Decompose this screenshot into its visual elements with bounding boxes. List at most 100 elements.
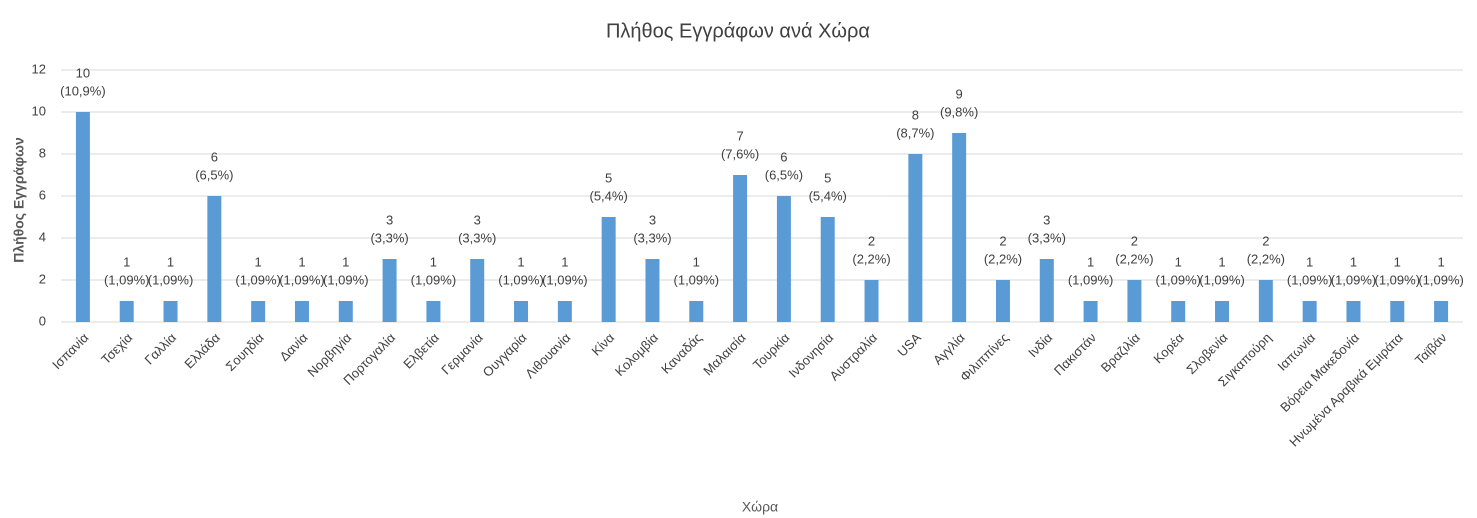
bar xyxy=(251,301,266,322)
bar xyxy=(470,259,485,322)
data-label-percent: (3,3%) xyxy=(458,230,496,245)
x-tick-label: Βόρεια Μακεδονία xyxy=(1277,330,1362,415)
x-tick-label: Ισπανία xyxy=(49,330,92,373)
x-tick-label: Ιαπωνία xyxy=(1274,330,1318,374)
x-tick-label: Καναδάς xyxy=(658,330,705,377)
data-label: 1 xyxy=(1218,254,1225,269)
data-label: 1 xyxy=(1437,254,1444,269)
data-label: 9 xyxy=(956,86,963,101)
data-label: 1 xyxy=(342,254,349,269)
data-label-percent: (1,09%) xyxy=(1068,272,1114,287)
bar xyxy=(1390,301,1405,322)
data-label: 1 xyxy=(167,254,174,269)
bar xyxy=(557,301,572,322)
bar xyxy=(207,196,222,322)
bar xyxy=(1434,301,1449,322)
data-label-percent: (1,09%) xyxy=(235,272,281,287)
bar xyxy=(952,133,967,322)
bar xyxy=(689,301,704,322)
data-label-percent: (3,3%) xyxy=(1028,230,1066,245)
y-tick-label: 6 xyxy=(39,187,46,202)
data-label: 3 xyxy=(1043,212,1050,227)
bar xyxy=(601,217,616,322)
y-tick-label: 10 xyxy=(32,103,46,118)
data-label: 10 xyxy=(76,65,90,80)
data-label: 1 xyxy=(430,254,437,269)
x-tick-label: Κίνα xyxy=(589,330,618,359)
bar xyxy=(426,301,441,322)
x-tick-label: Κολομβία xyxy=(612,330,661,379)
data-label-percent: (1,09%) xyxy=(323,272,369,287)
data-label-percent: (6,5%) xyxy=(195,167,233,182)
data-label-percent: (2,2%) xyxy=(852,251,890,266)
x-tick-label: Γερμανία xyxy=(438,330,486,378)
bar xyxy=(733,175,748,322)
data-label: 2 xyxy=(1131,233,1138,248)
x-tick-label: Ελβετία xyxy=(400,330,442,372)
y-tick-label: 4 xyxy=(39,229,46,244)
chart-title: Πλήθος Εγγράφων ανά Χώρα xyxy=(606,20,870,42)
data-label: 1 xyxy=(1087,254,1094,269)
data-label: 1 xyxy=(255,254,262,269)
data-label: 3 xyxy=(386,212,393,227)
bar xyxy=(75,112,90,322)
bar xyxy=(908,154,923,322)
data-label-percent: (8,7%) xyxy=(896,125,934,140)
data-label-percent: (2,2%) xyxy=(1247,251,1285,266)
x-tick-label: Κορέα xyxy=(1150,330,1187,367)
y-tick-label: 2 xyxy=(39,271,46,286)
bar xyxy=(382,259,397,322)
data-label-percent: (1,09%) xyxy=(542,272,588,287)
data-label-percent: (2,2%) xyxy=(984,251,1022,266)
data-label: 3 xyxy=(649,212,656,227)
x-tick-label: Ταϊβάν xyxy=(1412,330,1450,368)
data-label-percent: (5,4%) xyxy=(590,188,628,203)
x-tick-label: Μαλαισία xyxy=(700,330,749,379)
data-label-percent: (5,4%) xyxy=(809,188,847,203)
bar xyxy=(1346,301,1361,322)
bar xyxy=(338,301,353,322)
data-label: 6 xyxy=(780,149,787,164)
data-label-percent: (7,6%) xyxy=(721,146,759,161)
bar xyxy=(163,301,178,322)
x-tick-label: Βραζιλία xyxy=(1098,330,1144,376)
bar xyxy=(1127,280,1142,322)
data-label: 1 xyxy=(1350,254,1357,269)
data-label: 1 xyxy=(693,254,700,269)
y-tick-label: 8 xyxy=(39,145,46,160)
bar xyxy=(1039,259,1054,322)
x-tick-label: Τσεχία xyxy=(98,330,136,368)
x-tick-label: Ελλάδα xyxy=(181,330,223,372)
data-label-percent: (1,09%) xyxy=(1331,272,1377,287)
data-label-percent: (1,09%) xyxy=(1155,272,1201,287)
bar xyxy=(514,301,529,322)
y-tick-label: 0 xyxy=(39,313,46,328)
bar xyxy=(294,301,309,322)
data-label-percent: (1,09%) xyxy=(1287,272,1333,287)
data-label-percent: (1,09%) xyxy=(1375,272,1421,287)
data-label: 1 xyxy=(123,254,130,269)
data-label-percent: (1,09%) xyxy=(104,272,150,287)
data-label-percent: (1,09%) xyxy=(411,272,457,287)
data-label: 1 xyxy=(561,254,568,269)
data-label-percent: (1,09%) xyxy=(674,272,720,287)
x-tick-label: Γαλλία xyxy=(142,330,180,368)
data-label-percent: (1,09%) xyxy=(1199,272,1245,287)
bar xyxy=(1171,301,1186,322)
data-label-percent: (6,5%) xyxy=(765,167,803,182)
data-label-percent: (3,3%) xyxy=(370,230,408,245)
data-label: 5 xyxy=(605,170,612,185)
data-label: 1 xyxy=(517,254,524,269)
bar xyxy=(119,301,134,322)
bar xyxy=(995,280,1010,322)
data-label-percent: (1,09%) xyxy=(1418,272,1464,287)
data-label: 1 xyxy=(1175,254,1182,269)
data-label-percent: (9,8%) xyxy=(940,104,978,119)
x-tick-label: Σουηδία xyxy=(223,330,267,374)
data-label: 2 xyxy=(999,233,1006,248)
data-label-percent: (3,3%) xyxy=(633,230,671,245)
data-label: 2 xyxy=(868,233,875,248)
data-label-percent: (1,09%) xyxy=(279,272,325,287)
bar xyxy=(1258,280,1273,322)
